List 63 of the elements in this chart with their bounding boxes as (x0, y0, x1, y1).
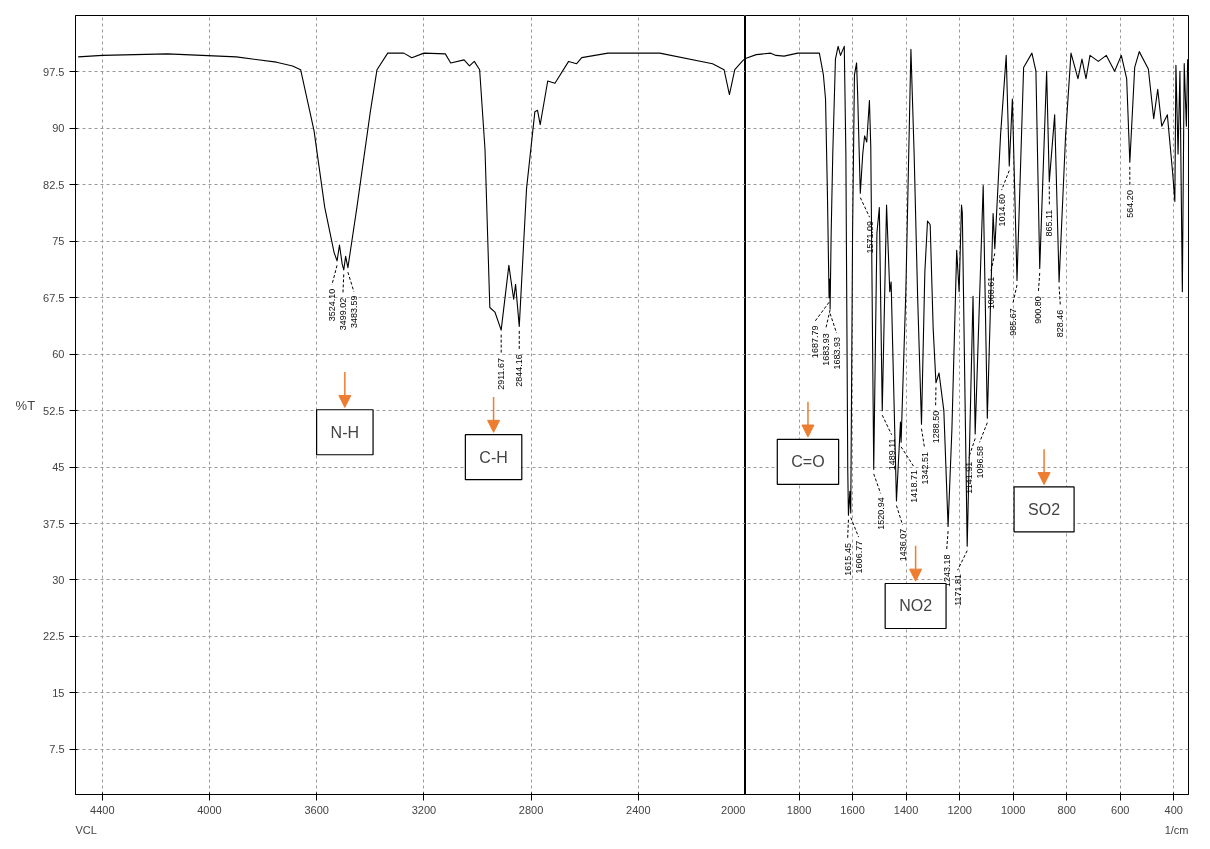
annotation: 2911.67 (496, 357, 507, 390)
annotation: 865.11 (1044, 209, 1055, 237)
y-tick-label: 82.5 (43, 178, 65, 191)
y-tick-label: 7.5 (49, 743, 65, 756)
x-tick-label: 3200 (411, 803, 437, 816)
x-axis-title: 1/cm (1164, 823, 1189, 836)
annotation: 1014.60 (996, 193, 1007, 227)
y-tick-label: 75 (52, 235, 65, 248)
annotation: 3499.02 (337, 297, 348, 331)
y-tick-label: 90 (52, 122, 65, 135)
x-tick-label: 3600 (304, 803, 329, 816)
y-tick-label: 60 (52, 348, 65, 361)
annotation: 1068.61 (985, 276, 996, 310)
annotation: 1141.91 (963, 461, 974, 494)
annotation: 1615.45 (842, 543, 853, 576)
annotation: 1683.93 (820, 333, 831, 366)
y-tick-label: 22.5 (43, 630, 65, 643)
annotation: 1571.09 (864, 220, 875, 254)
x-tick-label: 4400 (90, 803, 115, 816)
y-tick-label: 37.5 (43, 517, 65, 530)
x-tick-label: 4000 (197, 803, 222, 816)
x-tick-label: 1600 (840, 803, 865, 816)
y-tick-label: 97.5 (43, 65, 65, 78)
y-tick-label: 67.5 (43, 291, 65, 304)
x-tick-label: 400 (1164, 803, 1183, 816)
annotation: C=O (791, 453, 825, 471)
annotation: 3524.10 (326, 288, 337, 322)
annotation: 2844.16 (514, 354, 525, 387)
annotation: C-H (479, 448, 508, 466)
annotation: NO2 (899, 597, 933, 615)
x-tick-label: 1800 (786, 803, 812, 816)
annotation: 1520.94 (875, 497, 886, 530)
y-axis-title: %T (15, 397, 36, 413)
annotation: 1342.51 (919, 452, 930, 485)
annotation: 564.20 (1124, 190, 1135, 218)
x-tick-label: 2000 (721, 803, 746, 816)
y-tick-label: 52.5 (43, 404, 65, 417)
annotation: N-H (330, 423, 360, 441)
x-tick-label: 600 (1111, 803, 1130, 816)
x-tick-label: 800 (1057, 803, 1076, 816)
annotation: 828.46 (1055, 309, 1066, 338)
x-tick-label: 1200 (947, 803, 972, 816)
annotation: 1606.77 (853, 540, 864, 574)
annotation: 1489.11 (886, 438, 897, 471)
annotation: 985.67 (1007, 308, 1018, 336)
x-tick-label: 2400 (626, 803, 651, 816)
x-tick-label: 1000 (1000, 803, 1026, 816)
annotation: SO2 (1028, 500, 1061, 518)
y-tick-label: 15 (52, 686, 65, 699)
annotation: 1418.71 (908, 470, 919, 503)
annotation: 1687.79 (809, 325, 820, 359)
y-tick-label: 45 (52, 461, 65, 474)
annotation: 1288.50 (930, 410, 941, 444)
annotation: 1096.58 (974, 446, 985, 479)
x-tick-label: 2800 (518, 803, 544, 816)
annotation: 1436.07 (897, 528, 908, 562)
annotation: 3483.59 (348, 295, 359, 329)
annotation: 900.80 (1033, 296, 1044, 324)
annotation: 1171.81 (952, 573, 963, 606)
annotation: 1683.93 (831, 336, 842, 370)
text: VCL (75, 823, 97, 836)
y-tick-label: 30 (52, 573, 65, 586)
x-tick-label: 1400 (893, 803, 919, 816)
